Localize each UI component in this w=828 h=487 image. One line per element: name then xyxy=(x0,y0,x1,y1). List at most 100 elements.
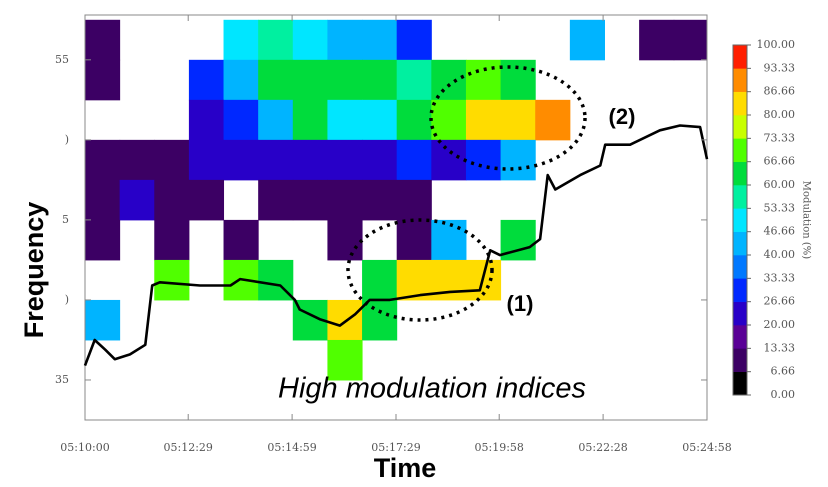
heatmap-cell xyxy=(362,179,398,221)
y-tick-label: 5 xyxy=(62,213,69,226)
heatmap-cell xyxy=(327,99,363,141)
heatmap-cell xyxy=(258,19,294,61)
heatmap-cell xyxy=(327,139,363,181)
colorbar-tick-label: 40.00 xyxy=(764,248,796,261)
colorbar-tick-label: 26.66 xyxy=(764,295,796,308)
y-tick-label: 55 xyxy=(55,53,69,66)
heatmap-cell xyxy=(85,59,121,101)
heatmap-cell xyxy=(188,59,225,101)
heatmap-cell xyxy=(465,59,502,101)
heatmap-cell xyxy=(327,19,363,61)
colorbar-swatch xyxy=(733,91,747,116)
heatmap-cell xyxy=(362,299,398,341)
colorbar-swatch xyxy=(733,301,747,326)
heatmap-cell xyxy=(154,259,190,301)
highlight-ellipse xyxy=(346,218,494,322)
heatmap-cell xyxy=(154,219,190,261)
heatmap-cell xyxy=(431,59,467,101)
y-axis-label: Frequency xyxy=(19,202,49,339)
heatmap-cell xyxy=(431,219,467,261)
colorbar-swatch xyxy=(733,231,747,256)
heatmap-cell xyxy=(465,139,502,181)
colorbar-tick-label: 6.66 xyxy=(771,365,796,378)
heatmap-cell xyxy=(362,19,398,61)
heatmap-cell xyxy=(396,19,432,61)
heatmap-cell xyxy=(154,139,190,181)
heatmap-cell xyxy=(673,19,707,61)
annotation: (1) xyxy=(507,291,534,316)
x-tick-label: 05:14:59 xyxy=(267,441,316,454)
colorbar-swatch xyxy=(733,185,747,209)
heatmap-cell xyxy=(362,59,398,101)
heatmap-cell xyxy=(500,139,536,181)
x-tick-label: 05:12:29 xyxy=(164,441,213,454)
heatmap-cell xyxy=(85,139,121,181)
heatmap-cell xyxy=(362,99,398,141)
heatmap-cell xyxy=(327,59,363,101)
colorbar-swatch xyxy=(733,348,747,372)
colorbar-swatch xyxy=(733,138,747,162)
colorbar-tick-label: 20.00 xyxy=(764,318,796,331)
heatmap-cell xyxy=(292,99,328,141)
colorbar-swatch xyxy=(733,371,747,396)
x-axis-label: Time xyxy=(374,453,437,483)
heatmap-cell xyxy=(396,179,432,221)
heatmap-cell xyxy=(85,179,121,221)
heatmap-cell xyxy=(223,59,259,101)
heatmap-cell xyxy=(396,59,432,101)
heatmap-cell xyxy=(362,259,398,301)
heatmap-cell xyxy=(569,19,605,61)
colorbar-swatch xyxy=(733,208,747,232)
trace-line xyxy=(83,124,709,367)
x-tick-label: 05:17:29 xyxy=(371,441,420,454)
colorbar-tick-label: 53.33 xyxy=(764,201,796,214)
heatmap-cell xyxy=(188,139,225,181)
colorbar-tick-label: 60.00 xyxy=(764,178,796,191)
heatmap-cell xyxy=(85,299,121,341)
heatmap-cell xyxy=(292,59,328,101)
colorbar-swatch xyxy=(733,115,747,139)
heatmap-cell xyxy=(188,99,225,141)
x-tick-label: 05:10:00 xyxy=(60,441,109,454)
heatmap-cell xyxy=(431,99,467,141)
annotation: High modulation indices xyxy=(278,373,586,405)
annotation: (2) xyxy=(609,104,636,129)
y-tick-label: 35 xyxy=(55,373,69,386)
heatmap-cell xyxy=(327,219,363,261)
y-tick-label: ) xyxy=(65,133,69,146)
heatmap-cell xyxy=(258,139,294,181)
heatmap-cell xyxy=(258,59,294,101)
heatmap-cell xyxy=(119,139,155,181)
colorbar-swatch xyxy=(733,68,747,92)
heatmap-cell xyxy=(223,139,259,181)
heatmap-cell xyxy=(535,99,571,141)
heatmap-cell xyxy=(223,19,259,61)
heatmap xyxy=(85,19,707,381)
y-tick-label: ) xyxy=(65,293,69,306)
colorbar-tick-label: 86.66 xyxy=(764,85,796,98)
heatmap-cell xyxy=(431,139,467,181)
heatmap-cell xyxy=(258,179,294,221)
heatmap-cell xyxy=(85,219,121,261)
colorbar-swatch xyxy=(733,45,747,69)
heatmap-cell xyxy=(258,99,294,141)
colorbar-frame xyxy=(732,44,748,396)
colorbar-swatch xyxy=(733,325,747,349)
x-tick-label: 05:22:28 xyxy=(578,441,627,454)
highlight-ellipse xyxy=(429,65,587,171)
heatmap-cell xyxy=(188,179,225,221)
colorbar-tick-label: 73.33 xyxy=(764,131,796,144)
colorbar-swatch xyxy=(733,278,747,302)
heatmap-cell xyxy=(292,139,328,181)
colorbar-tick-label: 100.00 xyxy=(757,38,796,51)
heatmap-cell xyxy=(327,179,363,221)
heatmap-cell xyxy=(639,19,675,61)
heatmap-cell xyxy=(119,179,155,221)
colorbar-tick-label: 80.00 xyxy=(764,108,796,121)
colorbar-tick-label: 46.66 xyxy=(764,225,796,238)
heatmap-cell xyxy=(465,99,502,141)
heatmap-cell xyxy=(223,219,259,261)
heatmap-cell xyxy=(396,99,432,141)
heatmap-cell xyxy=(362,139,398,181)
